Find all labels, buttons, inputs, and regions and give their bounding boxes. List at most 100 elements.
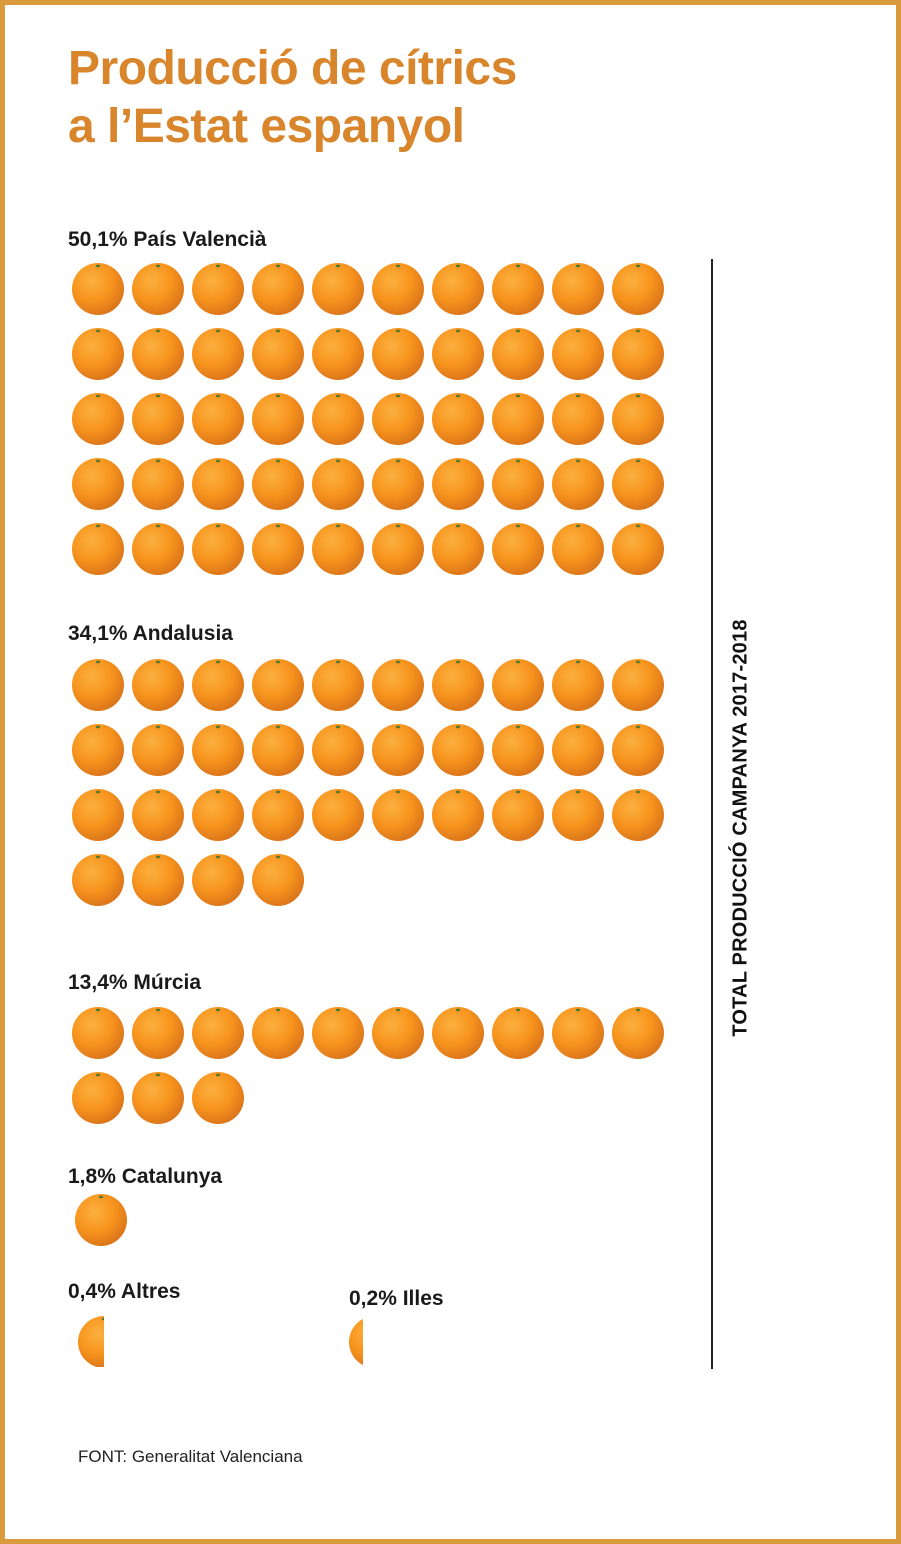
orange-icon — [132, 393, 184, 445]
orange-icon — [552, 458, 604, 510]
orange-icon — [372, 523, 424, 575]
page-title: Producció de cítrics a l’Estat espanyol — [68, 40, 517, 156]
orange-icon — [552, 523, 604, 575]
orange-icon — [72, 393, 124, 445]
orange-icon — [432, 263, 484, 315]
orange-icon — [432, 724, 484, 776]
orange-icon — [312, 789, 364, 841]
orange-icon — [132, 724, 184, 776]
orange-icon — [612, 263, 664, 315]
orange-icon — [132, 659, 184, 711]
category-label: 50,1% País Valencià — [68, 228, 267, 251]
orange-icon — [72, 263, 124, 315]
orange-icon — [492, 458, 544, 510]
source-note: FONT: Generalitat Valenciana — [78, 1447, 303, 1466]
orange-icon — [612, 724, 664, 776]
orange-icon — [372, 458, 424, 510]
orange-icon — [72, 328, 124, 380]
orange-icon — [72, 458, 124, 510]
orange-icon — [75, 1194, 127, 1246]
orange-icon — [192, 523, 244, 575]
total-production-label: TOTAL PRODUCCIÓ CAMPANYA 2017-2018 — [729, 619, 752, 1037]
orange-icon — [192, 854, 244, 906]
orange-icon — [252, 263, 304, 315]
orange-icon — [312, 1007, 364, 1059]
orange-icon — [132, 1072, 184, 1124]
orange-icon — [492, 523, 544, 575]
orange-icon — [552, 1007, 604, 1059]
orange-icon — [492, 1007, 544, 1059]
orange-icon — [72, 659, 124, 711]
orange-icon — [252, 328, 304, 380]
orange-icon — [552, 393, 604, 445]
orange-icon — [132, 263, 184, 315]
orange-icon — [312, 458, 364, 510]
orange-icon — [192, 1072, 244, 1124]
orange-icon — [192, 724, 244, 776]
orange-icon — [312, 393, 364, 445]
orange-icon — [252, 789, 304, 841]
orange-icon — [312, 724, 364, 776]
orange-icon — [612, 789, 664, 841]
orange-icon — [252, 393, 304, 445]
orange-icon — [492, 393, 544, 445]
orange-icon — [132, 854, 184, 906]
orange-icon — [192, 789, 244, 841]
orange-icon — [252, 458, 304, 510]
orange-icon — [132, 523, 184, 575]
orange-icon — [612, 328, 664, 380]
orange-icon — [132, 1007, 184, 1059]
orange-icon — [312, 328, 364, 380]
orange-icon — [552, 263, 604, 315]
orange-icon — [492, 789, 544, 841]
orange-icon — [252, 523, 304, 575]
orange-icon — [372, 1007, 424, 1059]
orange-icon — [432, 659, 484, 711]
total-divider-line — [711, 259, 713, 1369]
orange-icon — [492, 263, 544, 315]
orange-icon — [552, 724, 604, 776]
category-label: 34,1% Andalusia — [68, 622, 233, 645]
orange-icon — [252, 659, 304, 711]
orange-icon — [552, 328, 604, 380]
orange-icon — [612, 523, 664, 575]
orange-icon — [78, 1316, 104, 1367]
orange-icon — [72, 789, 124, 841]
orange-icon — [612, 1007, 664, 1059]
orange-icon — [492, 659, 544, 711]
orange-icon — [252, 724, 304, 776]
title-line-1: Producció de cítrics — [68, 42, 517, 95]
orange-icon — [372, 724, 424, 776]
orange-icon — [432, 458, 484, 510]
orange-icon — [72, 1007, 124, 1059]
orange-icon — [432, 393, 484, 445]
orange-icon — [312, 659, 364, 711]
orange-icon — [312, 523, 364, 575]
orange-icon — [432, 1007, 484, 1059]
orange-icon — [372, 393, 424, 445]
orange-icon — [552, 789, 604, 841]
title-line-2: a l’Estat espanyol — [68, 100, 465, 153]
orange-icon — [552, 659, 604, 711]
orange-icon — [492, 328, 544, 380]
category-label: 0,2% Illes — [349, 1287, 444, 1310]
orange-icon — [432, 523, 484, 575]
orange-icon — [72, 724, 124, 776]
orange-icon — [492, 724, 544, 776]
orange-icon — [372, 659, 424, 711]
orange-icon — [192, 1007, 244, 1059]
orange-icon — [132, 458, 184, 510]
orange-icon — [252, 854, 304, 906]
category-label: 1,8% Catalunya — [68, 1165, 222, 1188]
orange-icon — [192, 458, 244, 510]
orange-icon — [372, 789, 424, 841]
orange-icon — [432, 789, 484, 841]
orange-icon — [192, 263, 244, 315]
category-label: 0,4% Altres — [68, 1280, 180, 1303]
orange-icon — [132, 328, 184, 380]
orange-icon — [72, 854, 124, 906]
orange-icon — [612, 458, 664, 510]
orange-icon — [252, 1007, 304, 1059]
